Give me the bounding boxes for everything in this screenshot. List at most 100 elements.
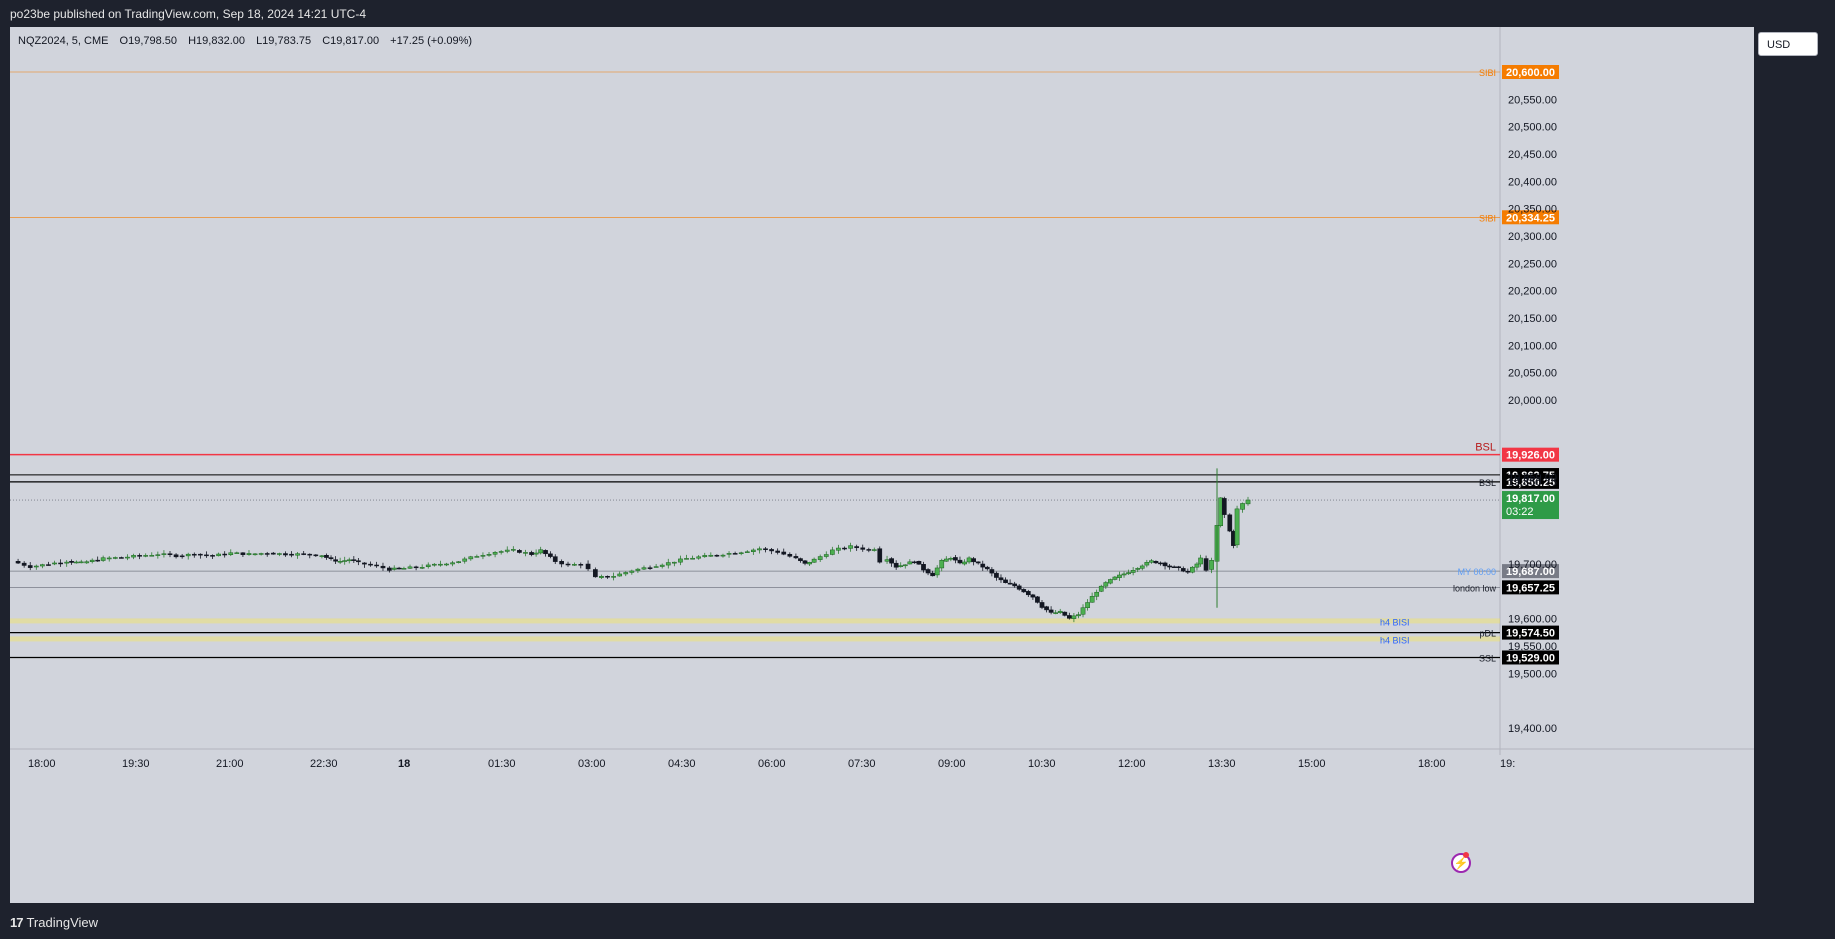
y-tick-label: 19,850.75 (1508, 477, 1557, 489)
price-chart[interactable]: h4 BISI h4 BISI SIBI 20,600.00 SIBI 20,334.25… (10, 27, 1754, 903)
candle-down (798, 558, 803, 562)
tradingview-wordmark: TradingView (26, 915, 99, 930)
candle-down (1007, 582, 1013, 585)
candle-down (1171, 566, 1177, 568)
candle-up (823, 554, 829, 557)
candle-up (653, 566, 659, 568)
candle-down (529, 552, 534, 555)
candle-up (480, 555, 486, 557)
candle-down (21, 562, 27, 566)
candle-down (333, 559, 338, 562)
candle-down (15, 561, 21, 564)
candle-up (702, 555, 708, 558)
price-tag (1502, 650, 1559, 665)
candle-up (1053, 612, 1059, 614)
candle-up (1144, 562, 1150, 566)
candle-up (848, 545, 853, 549)
candle-up (74, 561, 79, 564)
candle-up (391, 567, 397, 570)
candle-down (1185, 570, 1191, 573)
candle-up (450, 562, 455, 565)
price-tag (1502, 447, 1559, 462)
candle-up (726, 553, 732, 555)
level-label: BSL (1479, 478, 1496, 488)
chart-area[interactable]: h4 BISI h4 BISI SIBI 20,600.00 SIBI 20,334.25… (10, 27, 1754, 903)
candle-down (732, 553, 738, 555)
candle-up (456, 561, 461, 563)
candle-up (125, 556, 130, 559)
candle-down (565, 563, 571, 566)
candle-down (1030, 594, 1036, 598)
candle-down (787, 553, 793, 557)
candle-down (593, 569, 598, 578)
candle-up (830, 549, 835, 555)
candle-down (1003, 579, 1008, 583)
candle-down (368, 563, 373, 566)
legend-low: L19,783.75 (256, 35, 312, 47)
candle-up (474, 556, 480, 558)
currency-selector[interactable]: USD (1758, 32, 1818, 56)
bar-countdown-label: 03:22 (1506, 506, 1534, 518)
candle-down (374, 564, 379, 567)
candle-up (659, 564, 665, 567)
y-tick-label: 20,050.00 (1508, 368, 1557, 380)
x-tick-label: 07:30 (848, 758, 876, 770)
flash-icon[interactable]: ⚡ (1451, 853, 1471, 873)
tradingview-logo[interactable]: 17 TradingView (10, 915, 98, 930)
candle-down (1158, 562, 1163, 565)
candle-down (877, 548, 883, 563)
candle-up (738, 552, 744, 555)
candle-down (842, 547, 847, 550)
candle-up (538, 549, 544, 554)
candle-up (100, 557, 106, 561)
candle-up (40, 564, 45, 567)
candle-down (1025, 591, 1031, 596)
candle-down (179, 555, 185, 558)
candle-up (611, 576, 616, 578)
candle-down (289, 553, 294, 556)
bisi-zone-label: h4 BISI (1380, 617, 1410, 627)
candle-down (137, 555, 142, 557)
x-tick-label: 12:00 (1118, 758, 1146, 770)
candle-up (444, 563, 449, 566)
candle-down (222, 553, 228, 556)
candle-up (744, 551, 750, 553)
publish-note: po23be published on TradingView.com, Sep… (10, 7, 367, 21)
candle-up (161, 553, 167, 555)
candle-up (337, 561, 343, 563)
price-tag (1502, 474, 1559, 489)
candle-up (78, 561, 84, 564)
candle-down (647, 567, 653, 569)
price-tag-label: 20,334.25 (1506, 212, 1555, 224)
candle-up (1094, 591, 1100, 597)
candle-down (957, 559, 963, 564)
candle-up (1071, 615, 1077, 619)
candle-down (517, 550, 522, 553)
candle-up (672, 561, 677, 564)
price-scale[interactable] (1500, 27, 1754, 903)
candle-down (1021, 589, 1027, 593)
candle-down (893, 562, 899, 568)
candle-up (33, 565, 39, 568)
candle-up (1135, 568, 1141, 570)
y-tick-label: 20,500.00 (1508, 122, 1557, 134)
candle-down (912, 561, 917, 564)
candle-up (939, 560, 945, 569)
bisi-zone (10, 636, 1500, 642)
candle-up (1130, 570, 1136, 573)
price-tag-label: 20,600.00 (1506, 67, 1555, 79)
candle-down (989, 569, 995, 574)
y-tick-label: 20,350.00 (1508, 204, 1557, 216)
candle-down (1203, 558, 1209, 571)
candle-down (916, 561, 922, 565)
candle-up (1240, 503, 1245, 510)
candle-up (948, 557, 954, 560)
candle-up (425, 564, 431, 567)
x-tick-label: 19: (1500, 758, 1515, 770)
y-tick-label: 20,000.00 (1508, 395, 1557, 407)
price-tag (1502, 210, 1559, 225)
candle-up (131, 555, 136, 558)
candle-up (684, 558, 689, 560)
x-tick-label: 19:30 (122, 758, 150, 770)
candle-up (902, 564, 908, 567)
